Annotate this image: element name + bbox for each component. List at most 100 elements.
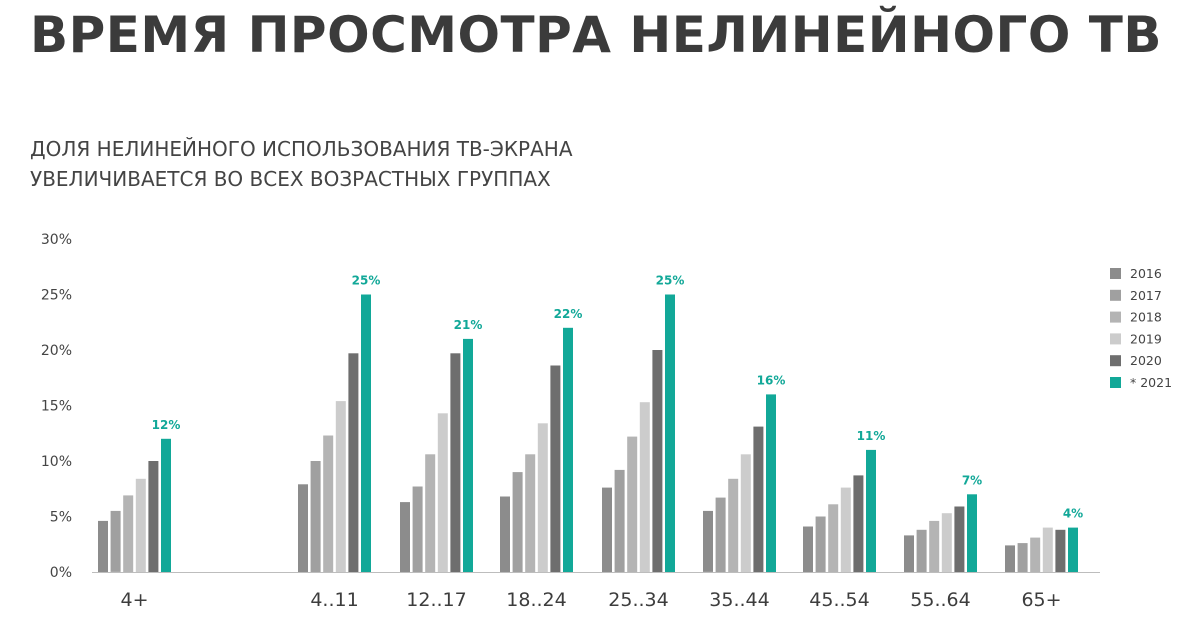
bar <box>98 520 108 572</box>
legend-swatch <box>1110 355 1121 367</box>
bar <box>602 487 612 572</box>
bar <box>335 401 346 572</box>
bar-group-2 <box>400 338 473 572</box>
data-label: 11% <box>857 429 886 443</box>
bar <box>437 413 448 572</box>
bar <box>1042 527 1053 572</box>
bar <box>866 449 876 572</box>
bar <box>967 494 977 572</box>
bar <box>828 504 839 572</box>
bar-group-6 <box>803 449 876 572</box>
data-label: 7% <box>962 473 982 487</box>
bar <box>728 478 739 572</box>
y-tick-label: 15% <box>41 399 72 415</box>
bar <box>161 438 171 572</box>
bar <box>298 484 308 572</box>
bar <box>740 454 751 572</box>
bar-group-1 <box>298 294 371 572</box>
data-label: 22% <box>554 307 583 321</box>
data-label: 12% <box>152 418 181 432</box>
y-tick-label: 0% <box>50 565 72 581</box>
bar <box>840 487 851 572</box>
bar <box>1005 545 1015 572</box>
bar <box>512 472 523 572</box>
bar-group-4 <box>602 294 675 572</box>
bar <box>703 510 713 572</box>
category-label: 35..44 <box>709 589 769 611</box>
data-label: 25% <box>656 274 685 288</box>
bar <box>361 294 371 572</box>
legend-label: 2017 <box>1130 288 1162 303</box>
bar <box>500 496 510 572</box>
data-label: 4% <box>1063 507 1083 521</box>
bar <box>400 502 410 572</box>
bar <box>135 478 146 572</box>
bar <box>614 469 625 572</box>
bar <box>639 402 650 572</box>
bar <box>766 394 776 572</box>
bar-groups <box>92 294 1100 573</box>
legend-label: 2019 <box>1130 331 1162 346</box>
bar <box>954 506 965 572</box>
chart-subtitle: ДОЛЯ НЕЛИНЕЙНОГО ИСПОЛЬЗОВАНИЯ ТВ-ЭКРАНА… <box>30 134 573 194</box>
bar <box>550 365 561 572</box>
subtitle-line-1: ДОЛЯ НЕЛИНЕЙНОГО ИСПОЛЬЗОВАНИЯ ТВ-ЭКРАНА <box>30 137 573 161</box>
y-tick-label: 5% <box>50 510 72 526</box>
category-labels: 4+ 4..11 12..17 18..24 25..34 35..44 45..54 55.… <box>120 589 1061 611</box>
category-label: 4..11 <box>310 589 358 611</box>
bar <box>941 513 952 572</box>
bar <box>412 486 423 572</box>
bar <box>348 353 359 572</box>
subtitle-line-2: УВЕЛИЧИВАЕТСЯ ВО ВСЕХ ВОЗРАСТНЫХ ГРУППАХ <box>30 167 551 191</box>
y-tick-label: 25% <box>41 288 72 304</box>
bar <box>463 338 473 572</box>
legend-swatch <box>1110 377 1121 388</box>
bar <box>425 454 436 572</box>
y-tick-label: 30% <box>41 232 72 248</box>
category-label: 4+ <box>120 589 148 611</box>
bar <box>916 529 927 572</box>
bar <box>627 436 638 572</box>
bar <box>323 435 334 572</box>
legend-label: 2020 <box>1130 353 1162 368</box>
bar <box>537 423 548 572</box>
bar <box>123 495 134 572</box>
legend-swatch <box>1110 333 1121 345</box>
data-labels: 12% 25% 21% 22% 25% 16% 11% 7% 4% <box>152 274 1084 521</box>
bar-group-8 <box>1005 527 1078 572</box>
legend-swatch <box>1110 311 1121 323</box>
category-label: 12..17 <box>406 589 466 611</box>
legend: 2016 2017 2018 2019 2020 * 2021 <box>1110 266 1172 390</box>
page-title: ВРЕМЯ ПРОСМОТРА НЕЛИНЕЙНОГО ТВ <box>30 6 1162 64</box>
bar <box>753 426 764 572</box>
legend-swatch <box>1110 268 1121 279</box>
bar-group-3 <box>500 327 573 572</box>
bar <box>450 353 461 572</box>
bar-group-0 <box>98 438 171 572</box>
bar <box>1055 529 1066 572</box>
bar <box>1068 527 1078 572</box>
bar <box>853 475 864 572</box>
legend-swatch <box>1110 289 1121 301</box>
bar <box>563 327 573 572</box>
data-label: 16% <box>757 373 786 387</box>
bar <box>1030 537 1041 572</box>
bar <box>110 510 121 572</box>
category-label: 18..24 <box>506 589 566 611</box>
bar <box>1017 543 1028 572</box>
data-label: 21% <box>454 318 483 332</box>
bar <box>904 535 914 572</box>
bar <box>525 454 536 572</box>
bar <box>665 294 675 572</box>
bar-group-5 <box>703 394 776 572</box>
bar <box>803 526 813 572</box>
legend-label: * 2021 <box>1130 375 1172 390</box>
y-tick-label: 20% <box>41 343 72 359</box>
bar <box>929 520 940 572</box>
bar-group-7 <box>904 494 977 572</box>
category-label: 25..34 <box>608 589 668 611</box>
bar <box>652 350 663 572</box>
category-label: 65+ <box>1021 589 1061 611</box>
bar <box>310 461 321 572</box>
